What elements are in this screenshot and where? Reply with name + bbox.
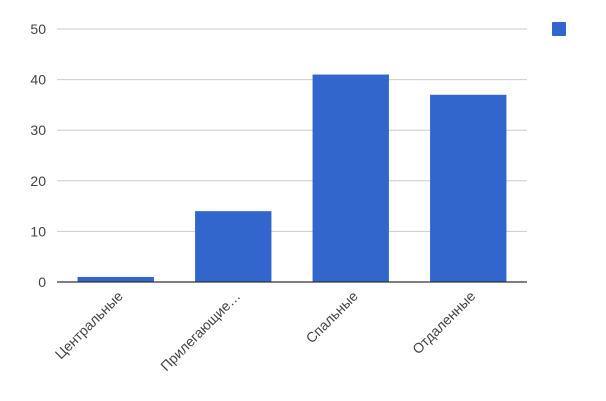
x-category-label: Отдаленные <box>409 288 478 357</box>
bar <box>312 74 389 282</box>
legend <box>552 22 566 36</box>
y-tick-label: 0 <box>38 274 46 290</box>
x-category-label: Спальные <box>303 288 362 347</box>
y-tick-label: 20 <box>30 173 46 189</box>
bar <box>77 276 154 282</box>
y-tick-label: 30 <box>30 122 46 138</box>
bar <box>430 94 507 282</box>
x-axis-labels: Центральные Прилегающие… Спальные Отдаленны… <box>52 288 479 374</box>
bar <box>195 211 272 282</box>
y-tick-label: 50 <box>30 21 46 37</box>
x-category-label: Центральные <box>52 288 126 362</box>
y-tick-label: 10 <box>30 223 46 239</box>
bars <box>77 74 507 282</box>
y-axis-ticks: 0 10 20 30 40 50 <box>30 21 46 290</box>
y-tick-label: 40 <box>30 72 46 88</box>
x-category-label: Прилегающие… <box>157 288 243 374</box>
legend-swatch <box>552 22 566 36</box>
